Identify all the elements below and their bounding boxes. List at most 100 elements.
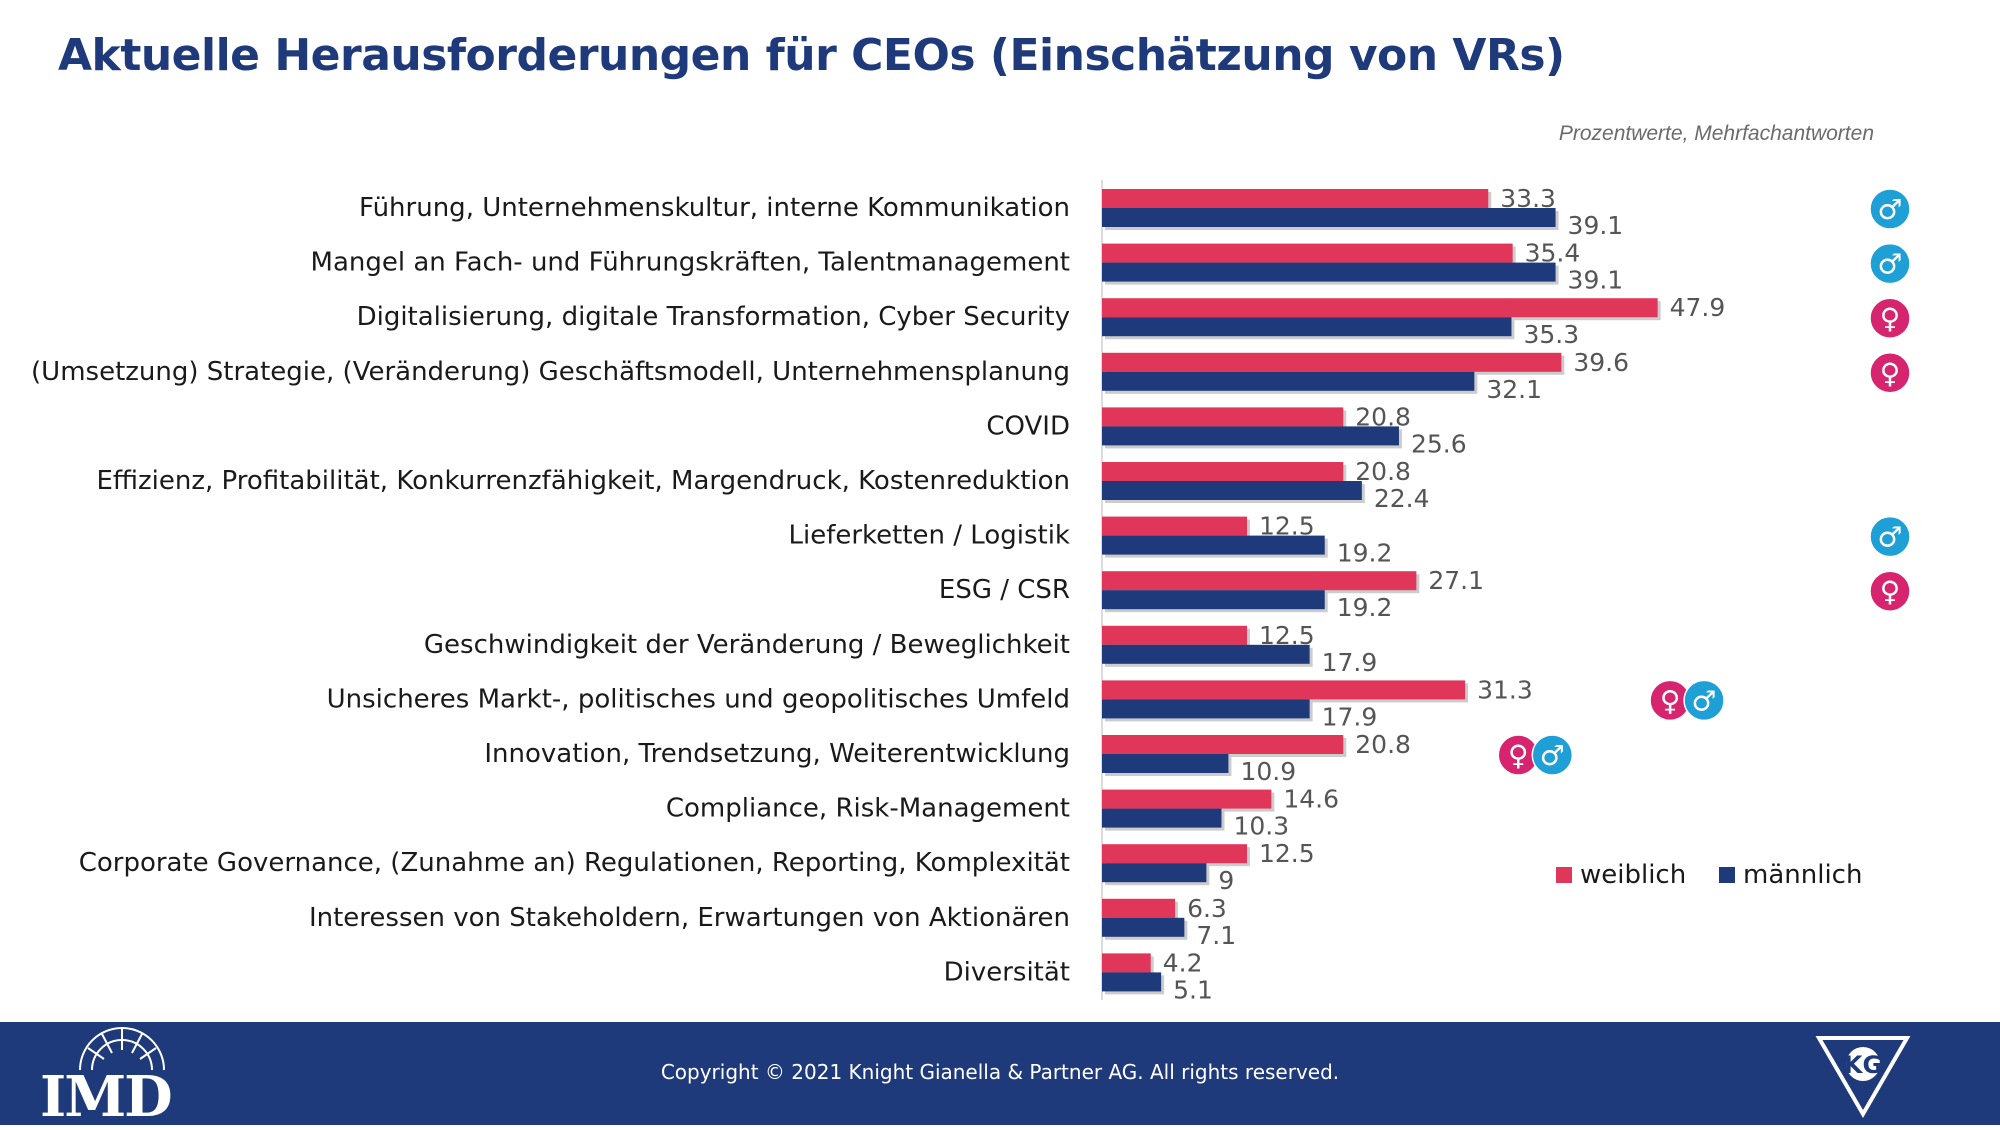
male-icon [1531, 734, 1574, 776]
footer-bar: IMD Copyright © 2021 Knight Gianella & P… [0, 1022, 2000, 1130]
legend-swatch-weiblich [1556, 867, 1572, 883]
male-icon [1683, 679, 1725, 722]
value-label-weiblich: 14.6 [1283, 785, 1339, 814]
male-symbol: ♂ [1877, 248, 1902, 281]
category-label: Diversität [944, 957, 1070, 987]
value-label-maennlich: 10.9 [1240, 757, 1296, 786]
value-label-weiblich: 12.5 [1259, 621, 1315, 650]
female-symbol: ♀ [1880, 302, 1901, 335]
bar-weiblich [1102, 462, 1344, 481]
bar-maennlich [1102, 754, 1229, 773]
value-label-maennlich: 39.1 [1568, 211, 1624, 240]
bar-weiblich [1102, 571, 1417, 591]
category-label: Interessen von Stakeholdern, Erwartungen… [309, 903, 1070, 933]
female-symbol: ♀ [1508, 739, 1529, 772]
bar-weiblich [1102, 516, 1247, 536]
bar-maennlich [1102, 917, 1185, 937]
bar-weiblich [1102, 898, 1176, 918]
legend-swatch-maennlich [1719, 867, 1735, 883]
value-label-weiblich: 27.1 [1428, 566, 1484, 595]
male-symbol: ♂ [1692, 684, 1717, 717]
bar-maennlich [1102, 972, 1162, 992]
value-label-weiblich: 31.3 [1477, 675, 1533, 704]
value-label-weiblich: 12.5 [1259, 512, 1315, 541]
value-label-weiblich: 12.5 [1259, 839, 1315, 868]
male-icon [1869, 188, 1911, 230]
category-label: Unsicheres Markt-, politisches und geopo… [327, 684, 1070, 714]
category-label: Corporate Governance, (Zunahme an) Regul… [79, 848, 1070, 878]
value-label-maennlich: 5.1 [1173, 975, 1213, 1004]
value-label-maennlich: 17.9 [1322, 648, 1378, 677]
bar-maennlich [1102, 863, 1207, 883]
female-icon [1869, 570, 1911, 612]
value-label-maennlich: 9 [1218, 866, 1234, 895]
category-label: Compliance, Risk-Management [666, 794, 1070, 824]
male-symbol: ♂ [1540, 739, 1565, 772]
bar-weiblich [1102, 844, 1247, 864]
bar-weiblich [1102, 407, 1344, 427]
bar-chart: Führung, Unternehmenskultur, interne Kom… [31, 180, 1911, 1004]
value-label-weiblich: 35.4 [1525, 239, 1581, 268]
bar-maennlich [1102, 590, 1325, 610]
bar-maennlich [1102, 535, 1325, 555]
value-label-maennlich: 25.6 [1411, 429, 1467, 458]
category-label: Digitalisierung, digitale Transformation… [357, 302, 1070, 332]
value-label-maennlich: 7.1 [1196, 921, 1236, 950]
female-icon [1869, 352, 1911, 394]
bar-weiblich [1102, 953, 1151, 973]
bar-maennlich [1102, 481, 1362, 500]
chart-subtitle: Prozentwerte, Mehrfachantworten [1558, 122, 1874, 145]
bar-maennlich [1102, 317, 1512, 337]
value-label-maennlich: 39.1 [1568, 266, 1624, 295]
category-label: Geschwindigkeit der Veränderung / Bewegl… [424, 630, 1070, 660]
bar-weiblich [1102, 352, 1562, 372]
copyright-text: Copyright © 2021 Knight Gianella & Partn… [660, 1060, 1340, 1084]
value-label-maennlich: 32.1 [1486, 375, 1542, 404]
female-symbol: ♀ [1660, 684, 1681, 717]
value-label-weiblich: 20.8 [1355, 457, 1411, 486]
category-label: ESG / CSR [939, 575, 1070, 605]
page-title: Aktuelle Herausforderungen für CEOs (Ein… [58, 30, 1565, 81]
bar-weiblich [1102, 189, 1489, 208]
value-label-weiblich: 6.3 [1187, 894, 1227, 923]
imd-logo: IMD [40, 1026, 180, 1130]
bar-weiblich [1102, 298, 1658, 318]
male-symbol: ♂ [1877, 193, 1902, 226]
category-label: Lieferketten / Logistik [788, 521, 1070, 551]
male-icon [1869, 515, 1911, 558]
imd-logo-text: IMD [40, 1064, 173, 1130]
bar-maennlich [1102, 699, 1310, 719]
category-label: (Umsetzung) Strategie, (Veränderung) Ges… [31, 357, 1070, 387]
male-icon [1869, 242, 1911, 285]
bar-weiblich [1102, 680, 1466, 700]
kg-logo-text: KG [1844, 1051, 1882, 1079]
bar-maennlich [1102, 371, 1475, 391]
bar-weiblich [1102, 625, 1247, 645]
bar-maennlich [1102, 644, 1310, 664]
bar-weiblich [1102, 789, 1272, 809]
bar-maennlich [1102, 262, 1556, 282]
bar-maennlich [1102, 426, 1399, 446]
value-label-weiblich: 39.6 [1573, 348, 1629, 377]
male-symbol: ♂ [1877, 521, 1902, 554]
value-label-maennlich: 10.3 [1233, 812, 1289, 841]
category-label: Führung, Unternehmenskultur, interne Kom… [359, 193, 1070, 223]
value-label-maennlich: 35.3 [1523, 320, 1579, 349]
sunburst-icon [79, 1027, 165, 1071]
value-label-maennlich: 17.9 [1322, 702, 1378, 731]
value-label-maennlich: 19.2 [1337, 593, 1393, 622]
category-label: Mangel an Fach- und Führungskräften, Tal… [311, 248, 1070, 278]
bar-weiblich [1102, 243, 1513, 263]
female-symbol: ♀ [1880, 575, 1901, 608]
legend-label-maennlich: männlich [1743, 860, 1862, 890]
value-label-weiblich: 4.2 [1163, 948, 1203, 977]
female-symbol: ♀ [1880, 357, 1901, 390]
category-label: Innovation, Trendsetzung, Weiterentwickl… [484, 739, 1070, 769]
category-label: COVID [986, 411, 1070, 441]
value-label-weiblich: 33.3 [1500, 184, 1556, 213]
legend-label-weiblich: weiblich [1580, 860, 1686, 890]
value-label-weiblich: 20.8 [1355, 402, 1411, 431]
bar-weiblich [1102, 735, 1344, 754]
value-label-maennlich: 22.4 [1374, 484, 1430, 513]
value-label-maennlich: 19.2 [1337, 539, 1393, 568]
